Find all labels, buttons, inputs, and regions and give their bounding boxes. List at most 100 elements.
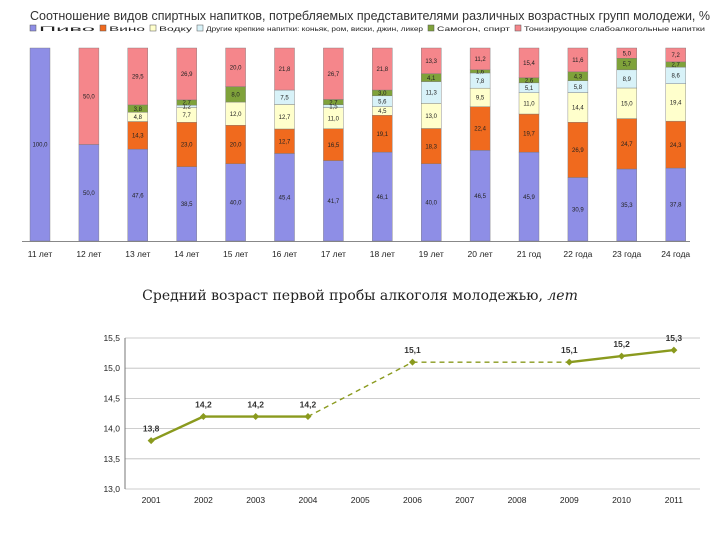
x-tick-label: 2003 <box>246 495 265 505</box>
data-label: 19,4 <box>670 101 682 107</box>
data-label: 24,3 <box>670 143 682 149</box>
data-label: 4,1 <box>427 76 436 82</box>
y-tick-label: 13,5 <box>103 454 120 464</box>
data-point <box>670 346 678 354</box>
data-label: 20,0 <box>230 66 242 72</box>
data-label: 50,0 <box>83 94 95 100</box>
bar-segment <box>176 47 197 101</box>
x-tick-label: 2004 <box>298 495 317 505</box>
data-label: 1,6 <box>476 70 485 76</box>
data-label: 2,7 <box>672 63 681 69</box>
x-tick-label: 21 год <box>517 249 541 259</box>
data-label: 5,0 <box>623 51 632 57</box>
data-label: 9,5 <box>476 96 485 102</box>
bar-segment <box>78 47 100 145</box>
series-line-solid <box>569 354 622 364</box>
data-label: 8,6 <box>672 74 681 80</box>
data-point <box>147 437 155 445</box>
bar-segment <box>372 47 393 91</box>
data-label: 21,8 <box>376 67 388 73</box>
data-label: 23,0 <box>181 143 193 149</box>
x-tick-label: 15 лет <box>223 249 248 259</box>
legend-swatch <box>514 24 522 32</box>
legend-swatch <box>149 24 157 32</box>
data-label: 24,7 <box>621 142 633 148</box>
bar-chart-title: Соотношение видов спиртных напитков, пот… <box>30 9 710 23</box>
data-label: 21,8 <box>279 67 291 73</box>
data-label: 11,6 <box>572 58 584 64</box>
data-label: 5,1 <box>525 86 534 92</box>
legend-label: Другие крепкие напитки: коньяк, ром, вис… <box>206 26 424 33</box>
data-label: 12,7 <box>279 115 291 121</box>
data-label: 7,7 <box>183 113 192 119</box>
point-label: 15,1 <box>561 345 578 355</box>
legend-swatch <box>427 24 435 32</box>
data-label: 38,5 <box>181 202 193 208</box>
line-chart-title: Средний возраст первой пробы алкоголя мо… <box>0 288 720 304</box>
point-label: 14,2 <box>247 400 264 410</box>
point-label: 15,1 <box>404 345 421 355</box>
data-label: 19,7 <box>523 131 535 137</box>
data-label: 12,0 <box>230 112 242 118</box>
data-label: 18,3 <box>425 144 437 150</box>
data-label: 15,4 <box>523 61 535 67</box>
bar-segment <box>518 47 540 79</box>
data-label: 100,0 <box>32 143 48 149</box>
series-line-solid <box>150 415 204 442</box>
bar-segment <box>323 47 344 100</box>
data-label: 5,6 <box>378 99 387 105</box>
y-tick-label: 15,0 <box>103 363 120 373</box>
data-label: 4,8 <box>134 115 143 121</box>
data-label: 8,9 <box>623 77 632 83</box>
x-tick-label: 2007 <box>455 495 474 505</box>
data-label: 11,2 <box>474 57 486 63</box>
data-point <box>618 352 626 360</box>
x-tick-label: 14 лет <box>174 249 199 259</box>
data-label: 1,5 <box>329 104 338 110</box>
x-tick-label: 2001 <box>142 495 161 505</box>
data-label: 4,3 <box>574 74 583 80</box>
data-label: 2,7 <box>329 100 338 106</box>
x-tick-label: 24 года <box>661 249 690 259</box>
data-point <box>199 413 207 421</box>
data-label: 37,8 <box>670 203 682 209</box>
data-label: 30,9 <box>572 207 584 213</box>
data-label: 1,2 <box>183 104 192 110</box>
legend-label: Пиво <box>39 26 97 33</box>
x-tick-label: 22 года <box>563 249 592 259</box>
data-label: 26,9 <box>181 72 193 78</box>
point-label: 15,2 <box>613 339 630 349</box>
data-label: 14,3 <box>132 134 144 140</box>
legend-swatch <box>196 24 204 32</box>
legend-label: Самогон, спирт <box>437 26 510 33</box>
bar-segment <box>469 47 491 71</box>
legend-swatch <box>99 24 107 32</box>
bar-segment <box>29 47 51 242</box>
bar-segment <box>421 47 442 74</box>
x-tick-label: 20 лет <box>468 249 493 259</box>
series-line-solid <box>621 348 675 358</box>
data-label: 45,4 <box>279 195 291 201</box>
legend-label: Тонизирующие слабоалкогольные напитки <box>524 25 706 33</box>
y-tick-label: 13,0 <box>103 484 120 494</box>
y-tick-label: 14,0 <box>103 424 120 434</box>
data-point <box>304 413 312 421</box>
point-label: 14,2 <box>195 400 212 410</box>
x-tick-label: 11 лет <box>28 249 53 259</box>
data-label: 7,5 <box>280 95 289 101</box>
x-tick-label: 2002 <box>194 495 213 505</box>
data-label: 3,0 <box>378 91 387 97</box>
data-label: 16,5 <box>328 143 340 149</box>
x-tick-label: 2009 <box>560 495 579 505</box>
point-label: 15,3 <box>666 333 683 343</box>
data-label: 5,8 <box>574 85 583 91</box>
data-label: 11,0 <box>523 102 535 108</box>
x-tick-label: 2010 <box>612 495 631 505</box>
legend-label: Вино <box>109 26 146 33</box>
data-label: 11,0 <box>328 116 340 122</box>
x-tick-label: 23 года <box>612 249 641 259</box>
data-label: 26,9 <box>572 148 584 154</box>
x-tick-label: 19 лет <box>419 249 444 259</box>
data-label: 41,7 <box>328 199 340 205</box>
